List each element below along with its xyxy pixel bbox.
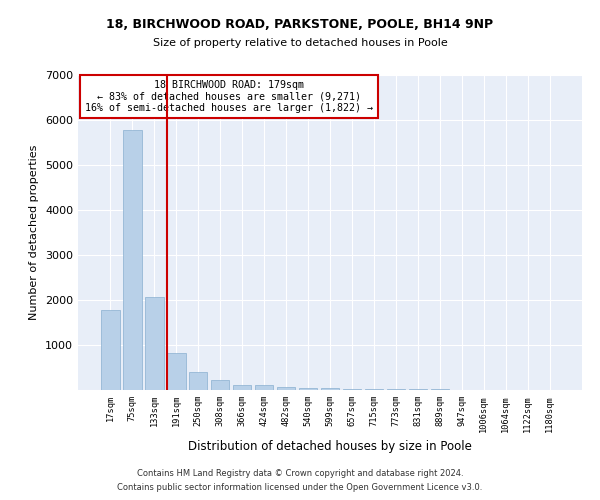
Bar — [189, 372, 208, 390]
Bar — [277, 387, 295, 390]
Bar — [386, 389, 405, 390]
Bar — [211, 380, 229, 390]
Text: Size of property relative to detached houses in Poole: Size of property relative to detached ho… — [152, 38, 448, 48]
Bar — [255, 386, 274, 390]
Bar — [343, 388, 361, 390]
Bar — [167, 352, 185, 390]
Bar — [145, 298, 164, 390]
Text: 18 BIRCHWOOD ROAD: 179sqm
← 83% of detached houses are smaller (9,271)
16% of se: 18 BIRCHWOOD ROAD: 179sqm ← 83% of detac… — [85, 80, 373, 113]
X-axis label: Distribution of detached houses by size in Poole: Distribution of detached houses by size … — [188, 440, 472, 453]
Text: 18, BIRCHWOOD ROAD, PARKSTONE, POOLE, BH14 9NP: 18, BIRCHWOOD ROAD, PARKSTONE, POOLE, BH… — [106, 18, 494, 30]
Bar — [320, 388, 340, 390]
Bar — [123, 130, 142, 390]
Text: Contains HM Land Registry data © Crown copyright and database right 2024.: Contains HM Land Registry data © Crown c… — [137, 468, 463, 477]
Bar — [365, 389, 383, 390]
Text: Contains public sector information licensed under the Open Government Licence v3: Contains public sector information licen… — [118, 484, 482, 492]
Y-axis label: Number of detached properties: Number of detached properties — [29, 145, 40, 320]
Bar — [101, 310, 119, 390]
Bar — [299, 388, 317, 390]
Bar — [233, 385, 251, 390]
